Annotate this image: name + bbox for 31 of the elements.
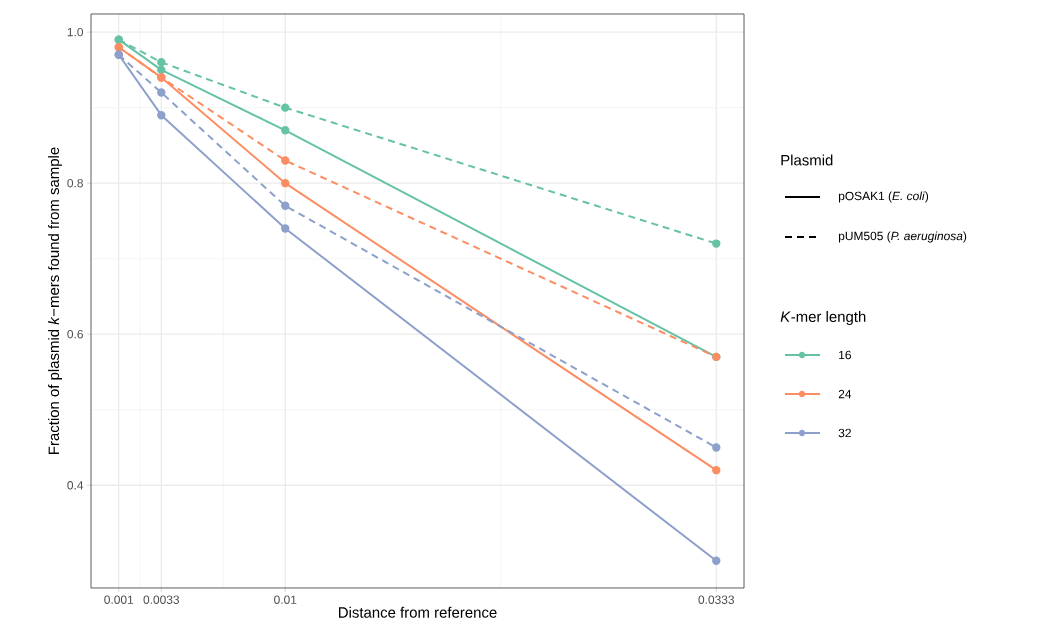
x-tick-label: 0.001 [104, 595, 134, 604]
point [281, 178, 290, 188]
y-tick-label: 0.8 [67, 178, 83, 188]
text: pUM505 (P. aeruginosa) [838, 231, 967, 243]
x-tick-label: 0.0033 [143, 595, 180, 604]
y-tick-label: 0.4 [67, 481, 84, 490]
x-tick-label: 0.0333 [698, 595, 735, 604]
point [712, 239, 721, 248]
point [712, 443, 721, 452]
point [281, 126, 290, 135]
y-axis-title: Fraction of plasmid k−mers found from sample [48, 147, 63, 454]
point [157, 65, 166, 75]
point [157, 58, 166, 67]
point [712, 465, 721, 475]
point [157, 88, 166, 97]
text: pOSAK1 (E. coli) [838, 191, 929, 203]
legend-label: 32 [838, 428, 851, 438]
legend-title: K-mer length [780, 311, 866, 325]
y-tick-label: 1.0 [67, 27, 84, 37]
text: Plasmid [781, 154, 833, 166]
point [281, 201, 290, 211]
point [157, 110, 166, 120]
x-axis-title: Distance from reference [339, 606, 497, 618]
x-tick-label: 0.01 [274, 595, 297, 604]
legend-label: 24 [838, 389, 852, 399]
point [281, 103, 290, 112]
point [281, 156, 290, 165]
point [281, 224, 290, 233]
point [712, 556, 721, 565]
y-tick-label: 0.6 [67, 329, 83, 339]
legend-label: 16 [839, 350, 851, 360]
